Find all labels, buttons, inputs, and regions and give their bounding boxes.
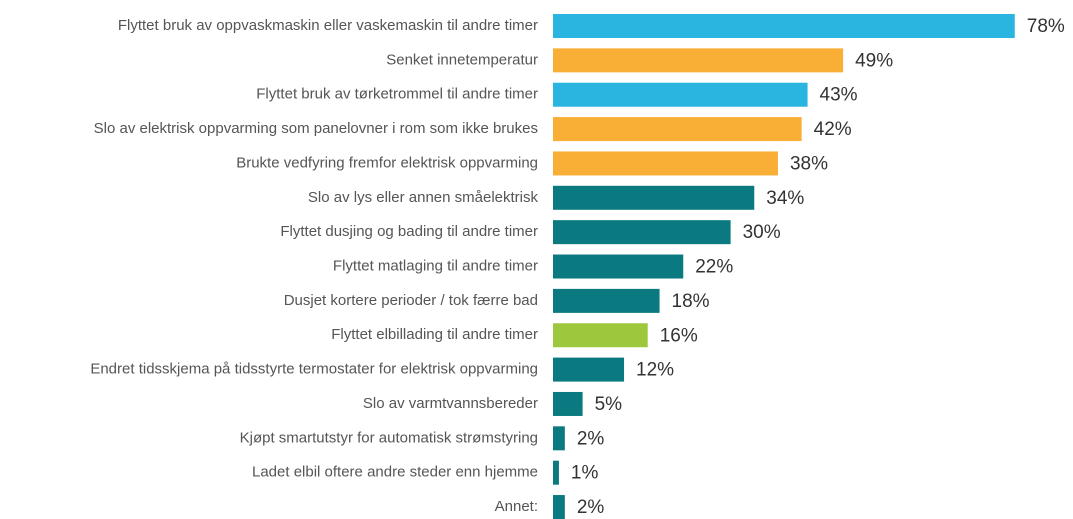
value-label: 34% xyxy=(766,188,804,209)
category-label: Slo av varmtvannsbereder xyxy=(363,395,538,412)
category-label: Flyttet bruk av tørketrommel til andre t… xyxy=(256,86,538,103)
bar xyxy=(553,151,778,176)
value-label: 42% xyxy=(814,119,852,140)
category-label: Endret tidsskjema på tidsstyrte termosta… xyxy=(90,361,538,378)
category-label: Flyttet matlaging til andre timer xyxy=(333,257,538,274)
category-label: Flyttet bruk av oppvaskmaskin eller vask… xyxy=(118,17,538,34)
value-label: 16% xyxy=(660,325,698,346)
category-label: Flyttet elbillading til andre timer xyxy=(331,326,538,343)
category-label: Slo av elektrisk oppvarming som panelovn… xyxy=(94,120,538,137)
value-label: 5% xyxy=(595,394,623,415)
bar xyxy=(553,48,844,73)
category-label: Kjøpt smartutstyr for automatisk strømst… xyxy=(240,429,538,446)
bar xyxy=(553,495,565,519)
value-label: 22% xyxy=(695,257,733,278)
bar xyxy=(553,391,583,416)
category-label: Annet: xyxy=(495,498,538,515)
bar xyxy=(553,117,802,142)
bar xyxy=(553,323,648,348)
bar xyxy=(553,357,625,382)
category-label: Flyttet dusjing og bading til andre time… xyxy=(280,223,538,240)
value-label: 12% xyxy=(636,360,674,381)
value-label: 30% xyxy=(743,222,781,243)
bar xyxy=(553,185,755,210)
category-label: Senket innetemperatur xyxy=(386,51,538,68)
value-label: 2% xyxy=(577,497,605,518)
bar xyxy=(553,426,565,451)
value-label: 18% xyxy=(672,291,710,312)
category-label: Dusjet kortere perioder / tok færre bad xyxy=(284,292,538,309)
value-label: 1% xyxy=(571,463,599,484)
value-label: 2% xyxy=(577,428,605,449)
category-label: Brukte vedfyring fremfor elektrisk oppva… xyxy=(236,154,538,171)
bar xyxy=(553,460,559,485)
bar xyxy=(553,288,660,313)
category-label: Slo av lys eller annen småelektrisk xyxy=(308,189,539,206)
bar xyxy=(553,82,808,107)
value-label: 49% xyxy=(855,50,893,71)
bar xyxy=(553,14,1015,38)
value-label: 38% xyxy=(790,153,828,174)
value-label: 43% xyxy=(820,85,858,106)
bar xyxy=(553,220,731,245)
category-label: Ladet elbil oftere andre steder enn hjem… xyxy=(252,464,538,481)
bar xyxy=(553,254,684,279)
value-label: 78% xyxy=(1027,16,1065,37)
